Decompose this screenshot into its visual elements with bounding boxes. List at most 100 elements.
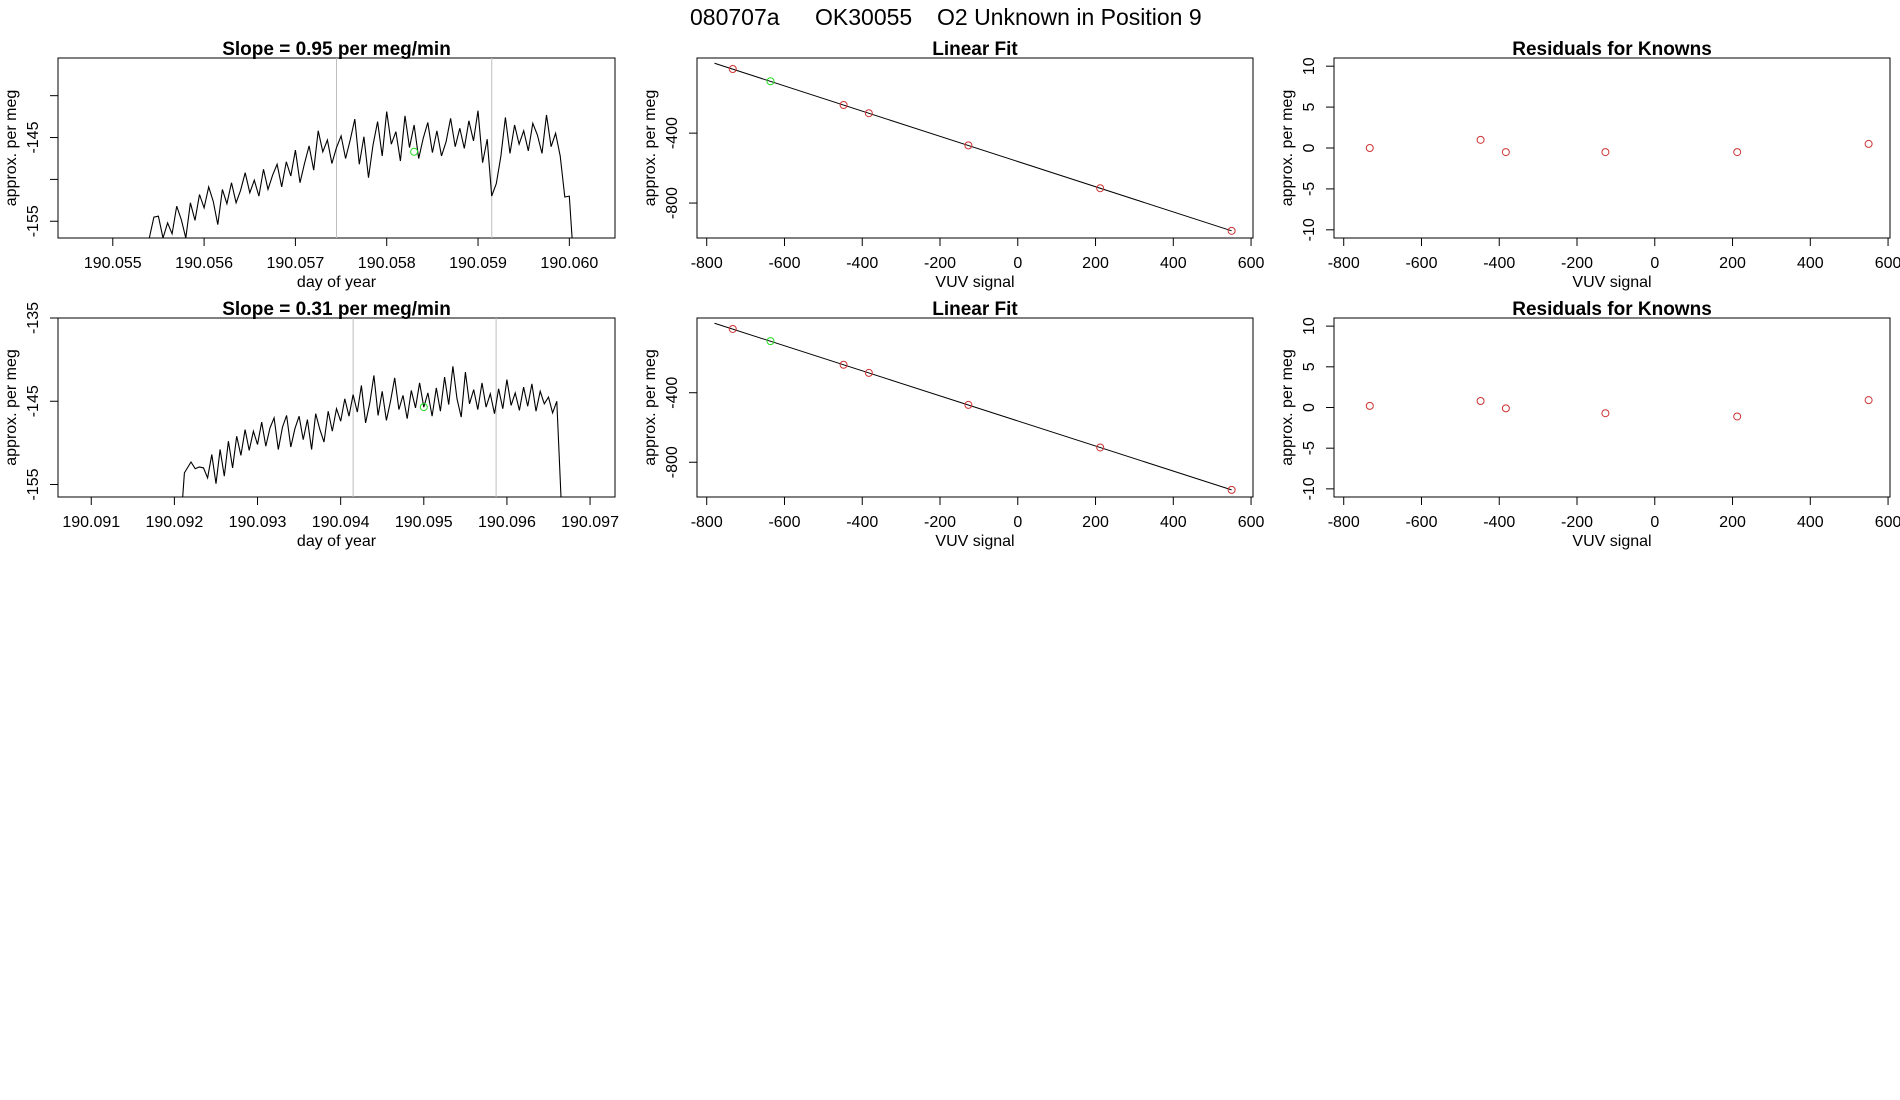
known-point bbox=[1227, 485, 1236, 494]
known-point bbox=[1601, 148, 1610, 157]
x-tick-label: -600 bbox=[768, 514, 800, 531]
figure-header: 080707a OK30055 O2 Unknown in Position 9 bbox=[690, 4, 1202, 30]
known-point bbox=[1501, 404, 1510, 413]
panel-title: Slope = 0.95 per meg/min bbox=[222, 39, 451, 60]
y-tick-label: 10 bbox=[1301, 57, 1318, 75]
known-point bbox=[864, 368, 873, 377]
x-tick-label: -400 bbox=[1483, 255, 1515, 272]
plot-data bbox=[1365, 135, 1873, 157]
x-tick-label: 200 bbox=[1082, 255, 1109, 272]
x-tick-label: 400 bbox=[1160, 255, 1187, 272]
x-tick-label: -200 bbox=[1561, 514, 1593, 531]
x-tick-label: -400 bbox=[846, 255, 878, 272]
panel-2-2: Linear Fit -800 -600 -400 -200 0 200 400 600 VUV … bbox=[642, 299, 1265, 550]
panel-1-1: Slope = 0.95 per meg/min 190.055 190.056 19… bbox=[3, 39, 616, 291]
y-tick-label: -10 bbox=[1301, 218, 1318, 241]
plot-frame bbox=[696, 57, 1254, 239]
known-point bbox=[1733, 148, 1742, 157]
known-point bbox=[1733, 412, 1742, 421]
known-point bbox=[728, 324, 737, 333]
unknown-point bbox=[766, 337, 775, 346]
x-tick-label: 600 bbox=[1238, 255, 1265, 272]
x-tick-label: -600 bbox=[768, 255, 800, 272]
x-tick-label: 600 bbox=[1875, 514, 1900, 531]
x-tick-label: 190.091 bbox=[62, 514, 120, 531]
x-tick-label: 190.096 bbox=[478, 514, 536, 531]
y-tick-label: -800 bbox=[664, 446, 681, 478]
y-tick-label: 5 bbox=[1301, 362, 1318, 371]
y-tick-label: 0 bbox=[1301, 403, 1318, 412]
x-tick-label: 200 bbox=[1719, 514, 1746, 531]
known-point bbox=[1096, 443, 1105, 452]
y-tick-label: -145 bbox=[25, 385, 42, 417]
y-axis-label: approx. per meg bbox=[642, 349, 659, 466]
x-tick-label: -400 bbox=[1483, 514, 1515, 531]
y-tick-label: -155 bbox=[25, 468, 42, 500]
x-tick-label: 190.092 bbox=[145, 514, 203, 531]
x-tick-label: 0 bbox=[1650, 255, 1659, 272]
panel-title: Linear Fit bbox=[932, 299, 1018, 320]
y-axis-label: approx. per meg bbox=[3, 349, 20, 466]
fit-line bbox=[714, 322, 1232, 491]
y-tick-label: -155 bbox=[25, 205, 42, 237]
known-point bbox=[1096, 184, 1105, 193]
known-point bbox=[1864, 139, 1873, 148]
y-axis-label: approx. per meg bbox=[1279, 90, 1296, 207]
y-axis-label: approx. per meg bbox=[642, 90, 659, 207]
x-tick-label: 400 bbox=[1797, 514, 1824, 531]
x-tick-label: 400 bbox=[1797, 255, 1824, 272]
x-tick-label: -600 bbox=[1405, 255, 1437, 272]
y-tick-label: -5 bbox=[1301, 441, 1318, 455]
x-tick-label: 190.095 bbox=[395, 514, 453, 531]
unknown-point bbox=[766, 77, 775, 86]
known-point bbox=[964, 141, 973, 150]
x-tick-label: 0 bbox=[1650, 514, 1659, 531]
plot-data bbox=[1365, 396, 1873, 421]
y-tick-label: 10 bbox=[1301, 317, 1318, 335]
y-tick-label: -800 bbox=[664, 187, 681, 219]
x-tick-label: -800 bbox=[1328, 255, 1360, 272]
known-point bbox=[1476, 135, 1485, 144]
x-tick-label: 600 bbox=[1875, 255, 1900, 272]
plot-data bbox=[714, 62, 1236, 235]
x-tick-label: 0 bbox=[1013, 514, 1022, 531]
plot-frame bbox=[1333, 317, 1891, 498]
x-tick-label: -200 bbox=[1561, 255, 1593, 272]
known-point bbox=[1365, 401, 1374, 410]
y-axis-label: approx. per meg bbox=[1279, 349, 1296, 466]
known-point bbox=[1501, 148, 1510, 157]
panel-2-1: Slope = 0.31 per meg/min 190.091 190.092 19… bbox=[3, 299, 619, 550]
x-tick-label: 190.058 bbox=[358, 255, 416, 272]
panel-1-2: Linear Fit -800 -600 -400 -200 0 200 400 600 VUV … bbox=[642, 39, 1265, 291]
known-point bbox=[1864, 396, 1873, 405]
x-tick-label: -200 bbox=[924, 255, 956, 272]
x-tick-label: 200 bbox=[1082, 514, 1109, 531]
known-point bbox=[728, 65, 737, 74]
known-point bbox=[1601, 409, 1610, 418]
known-point bbox=[864, 109, 873, 118]
x-tick-label: 190.059 bbox=[449, 255, 507, 272]
x-tick-label: 190.097 bbox=[561, 514, 619, 531]
x-axis-label: VUV signal bbox=[935, 533, 1014, 550]
known-point bbox=[964, 400, 973, 409]
plot-data bbox=[112, 58, 573, 238]
y-tick-label: -400 bbox=[664, 377, 681, 409]
plot-frame bbox=[57, 317, 616, 498]
x-tick-label: -800 bbox=[691, 255, 723, 272]
panel-title: Residuals for Knowns bbox=[1512, 299, 1712, 320]
plot-frame bbox=[696, 317, 1254, 498]
fit-line bbox=[714, 62, 1232, 232]
panel-title: Slope = 0.31 per meg/min bbox=[222, 299, 451, 320]
x-tick-label: 190.056 bbox=[175, 255, 233, 272]
panels: Slope = 0.95 per meg/min 190.055 190.056 19… bbox=[3, 39, 1900, 550]
plot-data bbox=[714, 322, 1236, 494]
x-tick-label: 0 bbox=[1013, 255, 1022, 272]
known-point bbox=[839, 101, 848, 110]
x-tick-label: -800 bbox=[691, 514, 723, 531]
x-tick-label: 190.060 bbox=[540, 255, 598, 272]
x-axis-label: VUV signal bbox=[935, 274, 1014, 291]
y-axis-label: approx. per meg bbox=[3, 90, 20, 207]
run-id: 080707a bbox=[690, 4, 780, 30]
panel-2-3: Residuals for Knowns -800 -600 -400 -200 0 200… bbox=[1279, 299, 1900, 550]
